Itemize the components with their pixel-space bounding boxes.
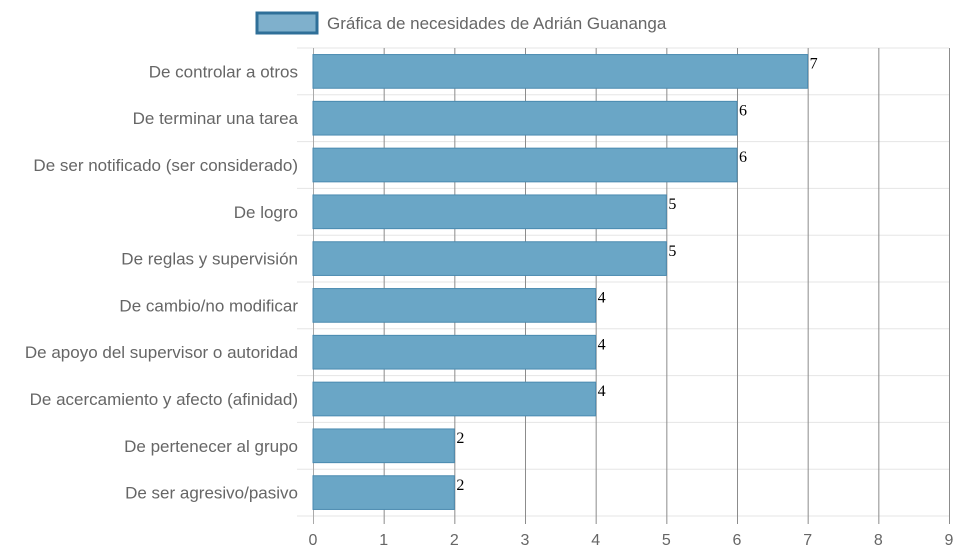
data-label: 5: [668, 243, 676, 260]
bar[interactable]: [312, 475, 455, 510]
legend-label[interactable]: Gráfica de necesidades de Adrián Guanang…: [327, 14, 667, 33]
bar[interactable]: [312, 54, 809, 89]
legend[interactable]: Gráfica de necesidades de Adrián Guanang…: [255, 11, 667, 35]
x-tick-label: 3: [521, 532, 530, 549]
x-tick-label: 0: [309, 532, 318, 549]
data-label: 4: [598, 383, 606, 400]
category-label: De controlar a otros: [149, 62, 298, 81]
data-label: 2: [456, 430, 464, 447]
bar[interactable]: [312, 428, 455, 464]
x-tick-label: 2: [450, 532, 459, 549]
data-labels: 7 6 6 5 5 4 4 4 2 2: [456, 56, 817, 494]
x-tick-label: 9: [945, 532, 954, 549]
category-label: De terminar una tarea: [133, 109, 299, 128]
category-label: De ser notificado (ser considerado): [33, 156, 298, 175]
data-label: 2: [456, 477, 464, 494]
bar[interactable]: [312, 147, 738, 183]
bar[interactable]: [312, 241, 667, 276]
x-tick-label: 8: [874, 532, 883, 549]
bars: [312, 54, 809, 510]
x-tick-label: 4: [591, 532, 600, 549]
x-tick-label: 1: [379, 532, 388, 549]
bar[interactable]: [312, 100, 738, 136]
category-label: De pertenecer al grupo: [124, 437, 298, 456]
x-axis-tick-labels: 0 1 2 3 4 5 6 7 8 9: [309, 532, 954, 549]
data-label: 4: [598, 336, 606, 353]
x-tick-label: 5: [662, 532, 671, 549]
category-label: De logro: [234, 203, 298, 222]
category-labels: De controlar a otros De terminar una tare…: [25, 62, 299, 502]
category-label: De reglas y supervisión: [121, 250, 298, 269]
category-label: De ser agresivo/pasivo: [125, 484, 298, 503]
legend-swatch[interactable]: [255, 11, 319, 35]
x-tick-label: 6: [733, 532, 742, 549]
x-tick-label: 7: [803, 532, 812, 549]
data-label: 6: [739, 102, 747, 119]
bar[interactable]: [312, 334, 597, 370]
data-label: 6: [739, 149, 747, 166]
category-label: De acercamiento y afecto (afinidad): [30, 390, 298, 409]
category-label: De apoyo del supervisor o autoridad: [25, 343, 298, 362]
bar[interactable]: [312, 288, 597, 323]
data-label: 7: [810, 56, 818, 73]
category-label: De cambio/no modificar: [119, 296, 298, 315]
data-label: 4: [598, 290, 606, 307]
data-label: 5: [668, 196, 676, 213]
bar[interactable]: [312, 381, 597, 417]
bar[interactable]: [312, 194, 667, 230]
